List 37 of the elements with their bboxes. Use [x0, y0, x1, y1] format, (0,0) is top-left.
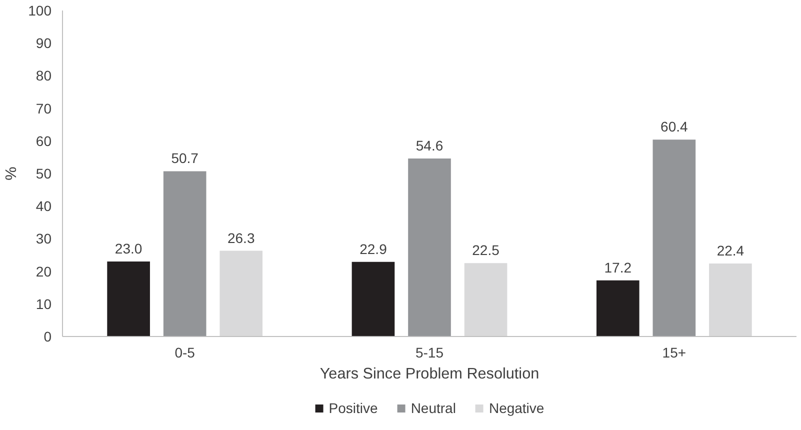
- bar: [652, 140, 696, 336]
- data-label: 54.6: [416, 138, 444, 154]
- x-tick-label: 15+: [662, 344, 686, 360]
- bar: [596, 280, 640, 336]
- bar: [163, 171, 206, 336]
- y-tick-label: 0: [44, 328, 52, 344]
- x-tick-label: 0-5: [174, 344, 196, 360]
- data-label: 26.3: [227, 230, 255, 246]
- x-tick-label: 5-15: [415, 344, 444, 360]
- y-tick-label: 90: [36, 35, 52, 52]
- data-label: 17.2: [604, 259, 632, 276]
- y-tick-label: 30: [36, 230, 52, 247]
- legend-label: Neutral: [410, 400, 456, 416]
- y-tick-label: 40: [36, 198, 52, 214]
- bar: [408, 158, 451, 336]
- y-axis-title: %: [3, 166, 20, 180]
- x-axis-title: Years Since Problem Resolution: [320, 366, 540, 382]
- y-tick-label: 20: [36, 263, 52, 280]
- bar: [464, 263, 508, 336]
- bar: [107, 262, 150, 336]
- data-label: 50.7: [171, 150, 199, 166]
- data-label: 60.4: [660, 118, 688, 135]
- y-tick-label: 50: [36, 166, 52, 182]
- y-tick-label: 80: [36, 68, 52, 84]
- data-label: 22.5: [472, 242, 500, 258]
- legend-label: Positive: [328, 400, 378, 416]
- y-tick-label: 70: [36, 100, 52, 116]
- bar: [352, 262, 395, 336]
- legend-label: Negative: [488, 400, 544, 416]
- y-tick-label: 10: [36, 296, 52, 312]
- y-tick-label: 60: [36, 132, 52, 149]
- bar: [709, 263, 752, 336]
- y-tick-label: 100: [28, 2, 52, 18]
- data-label: 22.4: [716, 242, 744, 258]
- bar: [220, 250, 263, 336]
- data-label: 23.0: [114, 240, 142, 257]
- data-label: 22.9: [360, 240, 388, 257]
